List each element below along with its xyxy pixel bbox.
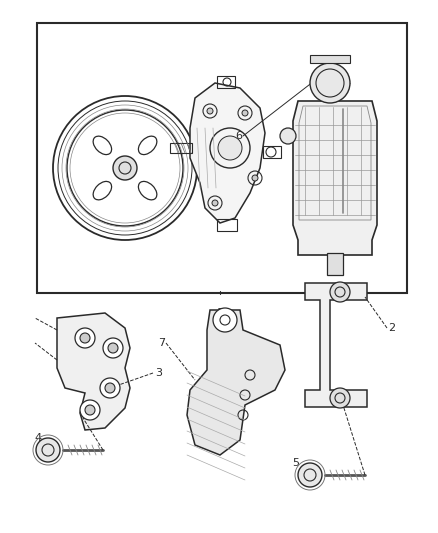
Circle shape	[36, 438, 60, 462]
Circle shape	[330, 282, 350, 302]
Polygon shape	[190, 83, 265, 223]
Text: 2: 2	[388, 323, 395, 333]
Polygon shape	[305, 283, 367, 407]
Text: 7: 7	[158, 338, 165, 348]
Bar	[170, 143, 192, 153]
Circle shape	[103, 338, 123, 358]
Circle shape	[298, 463, 322, 487]
Circle shape	[330, 388, 350, 408]
Polygon shape	[293, 101, 377, 255]
Ellipse shape	[138, 136, 157, 155]
Circle shape	[252, 175, 258, 181]
Ellipse shape	[138, 181, 157, 200]
Circle shape	[310, 63, 350, 103]
Circle shape	[85, 405, 95, 415]
Text: 6: 6	[235, 131, 242, 141]
Circle shape	[218, 136, 242, 160]
Bar	[327, 253, 343, 275]
Circle shape	[80, 400, 100, 420]
Polygon shape	[187, 310, 285, 455]
Text: 3: 3	[155, 368, 162, 378]
Bar	[310, 55, 350, 63]
Circle shape	[100, 378, 120, 398]
Circle shape	[207, 108, 213, 114]
Polygon shape	[57, 313, 130, 430]
Ellipse shape	[93, 136, 112, 155]
Bar	[37, 23, 407, 293]
Circle shape	[105, 383, 115, 393]
Text: 1: 1	[216, 308, 223, 318]
Circle shape	[212, 200, 218, 206]
Circle shape	[75, 328, 95, 348]
Text: 5: 5	[293, 458, 300, 468]
Bar	[263, 146, 281, 158]
Circle shape	[280, 128, 296, 144]
Bar	[217, 219, 237, 231]
Ellipse shape	[93, 181, 112, 200]
Circle shape	[80, 333, 90, 343]
Circle shape	[108, 343, 118, 353]
Circle shape	[113, 156, 137, 180]
Text: 4: 4	[35, 433, 42, 443]
Circle shape	[242, 110, 248, 116]
Bar	[217, 76, 235, 88]
Circle shape	[213, 308, 237, 332]
